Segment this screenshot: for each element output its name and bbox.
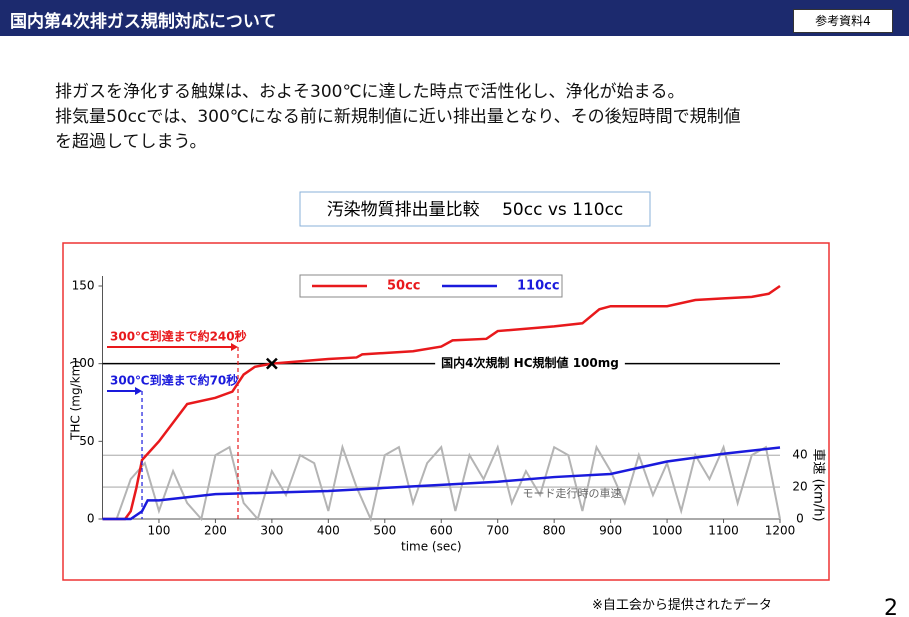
y-tick-label: 0 [87, 512, 95, 526]
x-tick-label: 600 [430, 524, 453, 538]
x-tick-label: 900 [599, 524, 622, 538]
y-tick-label: 50 [79, 434, 94, 448]
footnote: ※自工会から提供されたデータ [592, 598, 772, 613]
legend-label: 50cc [387, 279, 421, 294]
y-axis-label: THC (mg/km) [69, 360, 83, 441]
x-tick-label: 1100 [708, 524, 739, 538]
page-number: 2 [884, 596, 898, 617]
y2-tick-label: 0 [796, 512, 804, 526]
series-line [102, 443, 781, 523]
annotation-label: 300℃到達まで約70秒 [110, 373, 238, 388]
x-tick-label: 300 [260, 524, 283, 538]
arrow-head [135, 387, 143, 395]
body-text: 排ガスを浄化する触媒は、およそ300℃に達した時点で活性化し、浄化が始まる。 [55, 82, 685, 102]
chart-frame [62, 242, 830, 581]
y2-tick-label: 40 [792, 448, 807, 462]
y2-axis-label: 車速 (km/h) [811, 448, 826, 521]
x-tick-label: 100 [148, 524, 171, 538]
legend-box [299, 274, 563, 298]
x-tick-label: 700 [486, 524, 509, 538]
cross-marker [265, 357, 278, 370]
chart: 汚染物質排出量比較 50cc vs 110cc 0204005010015010… [62, 191, 830, 581]
x-tick-label: 1200 [765, 524, 796, 538]
x-axis-label: time (sec) [401, 540, 462, 554]
title-box [299, 191, 651, 227]
header-title: 国内第4次排ガス規制対応について [10, 12, 277, 32]
series-line [102, 284, 781, 521]
series-label: モード走行時の車速 [523, 486, 622, 500]
y-tick-label: 100 [72, 356, 95, 370]
x-tick-label: 1000 [652, 524, 683, 538]
limit-label: 国内4次規制 HC規制値 100mg [441, 355, 619, 370]
annotation-label: 300℃到達まで約240秒 [110, 329, 247, 344]
y2-tick-label: 20 [792, 480, 807, 494]
x-tick-label: 200 [204, 524, 227, 538]
x-tick-label: 500 [373, 524, 396, 538]
header-bar: 国内第4次排ガス規制対応について 参考資料4 [0, 0, 909, 36]
legend-label: 110cc [517, 279, 560, 294]
arrow-head [231, 343, 238, 351]
body-text: を超過してしまう。 [55, 132, 207, 152]
body-text: 排気量50ccでは、300℃になる前に新規制値に近い排出量となり、その後短時間で… [55, 107, 741, 127]
label-bg [435, 355, 625, 371]
badge: 参考資料4 [793, 9, 893, 33]
x-tick-label: 400 [317, 524, 340, 538]
series-line [102, 446, 781, 521]
y-tick-label: 150 [72, 279, 95, 293]
x-tick-label: 800 [543, 524, 566, 538]
chart-title: 汚染物質排出量比較 50cc vs 110cc [327, 200, 624, 220]
